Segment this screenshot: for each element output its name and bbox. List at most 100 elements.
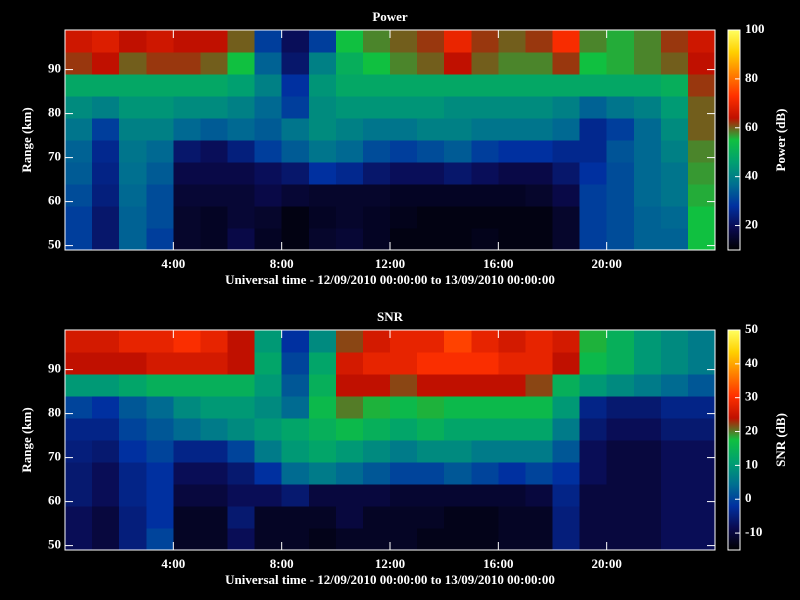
- heatmap-cell: [471, 228, 499, 251]
- heatmap-cell: [444, 528, 472, 551]
- heatmap-cell: [227, 418, 256, 441]
- heatmap-cell: [173, 30, 201, 53]
- heatmap-cell: [335, 74, 364, 97]
- heatmap-cell: [308, 30, 337, 53]
- heatmap-cell: [579, 484, 608, 507]
- heatmap-cell: [227, 440, 256, 463]
- heatmap-cell: [308, 506, 337, 529]
- heatmap-cell: [444, 74, 472, 97]
- heatmap-cell: [687, 330, 716, 353]
- heatmap-cell: [362, 96, 391, 119]
- heatmap-cell: [579, 52, 608, 75]
- heatmap-cell: [362, 462, 391, 485]
- heatmap-cell: [579, 184, 608, 207]
- heatmap-cell: [119, 206, 147, 229]
- heatmap-cell: [308, 228, 337, 251]
- heatmap-cell: [200, 330, 228, 353]
- heatmap-cell: [471, 352, 499, 375]
- heatmap-cell: [200, 462, 228, 485]
- heatmap-cell: [579, 96, 608, 119]
- heatmap-cell: [525, 228, 553, 251]
- heatmap-cell: [687, 374, 716, 397]
- heatmap-cell: [498, 462, 526, 485]
- heatmap-cell: [281, 528, 310, 551]
- heatmap-cell: [335, 140, 364, 163]
- heatmap-cell: [444, 484, 472, 507]
- heatmap-cell: [390, 330, 418, 353]
- heatmap-cell: [308, 374, 337, 397]
- x-tick-label: 12:00: [375, 556, 405, 571]
- heatmap-cell: [444, 440, 472, 463]
- heatmap-cell: [606, 418, 635, 441]
- heatmap-cell: [254, 440, 283, 463]
- heatmap-cell: [606, 440, 635, 463]
- heatmap-cell: [579, 352, 608, 375]
- heatmap-cell: [525, 140, 553, 163]
- colorbar-label: Power (dB): [773, 109, 788, 172]
- heatmap-cell: [417, 484, 445, 507]
- heatmap-cell: [687, 96, 716, 119]
- x-tick-label: 16:00: [483, 556, 513, 571]
- heatmap-cell: [579, 440, 608, 463]
- heatmap-cell: [552, 52, 581, 75]
- heatmap-cell: [146, 484, 174, 507]
- heatmap-cell: [92, 184, 120, 207]
- heatmap-cell: [362, 484, 391, 507]
- heatmap-cell: [362, 74, 391, 97]
- heatmap-cell: [660, 52, 689, 75]
- heatmap-cell: [119, 528, 147, 551]
- heatmap-cell: [281, 352, 310, 375]
- heatmap-cell: [227, 118, 256, 141]
- heatmap-cell: [552, 140, 581, 163]
- heatmap-cell: [92, 74, 120, 97]
- heatmap-cell: [281, 74, 310, 97]
- heatmap-cell: [687, 506, 716, 529]
- heatmap-cell: [633, 462, 662, 485]
- heatmap-cell: [92, 440, 120, 463]
- heatmap-cell: [146, 96, 174, 119]
- heatmap-cell: [308, 140, 337, 163]
- heatmap-cell: [579, 374, 608, 397]
- heatmap-cell: [525, 528, 553, 551]
- heatmap-cell: [281, 96, 310, 119]
- heatmap-cell: [92, 528, 120, 551]
- heatmap-cell: [200, 484, 228, 507]
- heatmap-cell: [119, 330, 147, 353]
- heatmap-cell: [173, 118, 201, 141]
- heatmap-cell: [498, 30, 526, 53]
- heatmap-cell: [254, 184, 283, 207]
- heatmap-cell: [579, 118, 608, 141]
- heatmap-cell: [335, 184, 364, 207]
- heatmap-cell: [173, 374, 201, 397]
- heatmap-cell: [308, 206, 337, 229]
- colorbar-tick-label: 40: [745, 355, 758, 370]
- heatmap-cell: [390, 184, 418, 207]
- heatmap-cell: [335, 228, 364, 251]
- heatmap-cell: [525, 184, 553, 207]
- heatmap-cell: [335, 396, 364, 419]
- heatmap-cell: [471, 162, 499, 185]
- heatmap-cell: [200, 440, 228, 463]
- colorbar-tick-label: 0: [745, 490, 752, 505]
- heatmap-cell: [660, 484, 689, 507]
- heatmap-cell: [362, 374, 391, 397]
- heatmap-cell: [92, 228, 120, 251]
- heatmap-cell: [390, 162, 418, 185]
- heatmap-cell: [498, 162, 526, 185]
- heatmap-cell: [308, 118, 337, 141]
- colorbar-tick-label: 40: [745, 168, 758, 183]
- heatmap-cell: [227, 352, 256, 375]
- heatmap-cell: [65, 206, 93, 229]
- heatmap-cell: [444, 184, 472, 207]
- heatmap-cell: [633, 374, 662, 397]
- heatmap-cell: [200, 206, 228, 229]
- heatmap-cell: [525, 462, 553, 485]
- heatmap-cell: [200, 352, 228, 375]
- heatmap-cell: [254, 140, 283, 163]
- heatmap-cell: [579, 396, 608, 419]
- heatmap-cell: [173, 206, 201, 229]
- heatmap-cell: [606, 184, 635, 207]
- heatmap-cell: [65, 484, 93, 507]
- heatmap-cell: [444, 352, 472, 375]
- heatmap-cell: [390, 374, 418, 397]
